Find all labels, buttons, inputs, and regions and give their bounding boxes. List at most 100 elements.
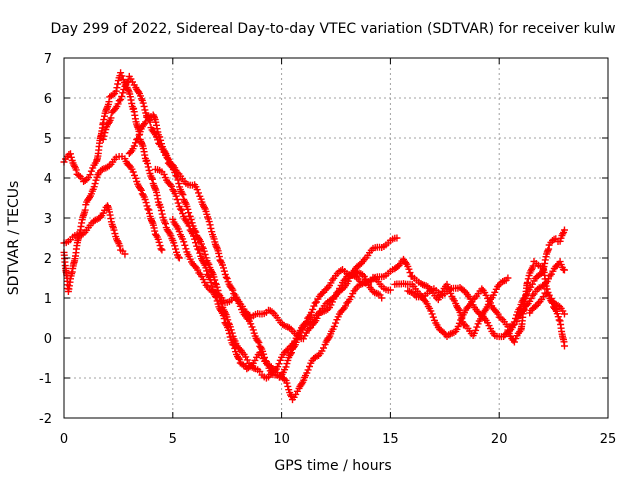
data-point	[560, 226, 568, 234]
x-axis-label: GPS time / hours	[274, 458, 391, 474]
x-tick-label: 0	[60, 432, 68, 447]
data-point	[288, 349, 295, 357]
data-point	[190, 232, 197, 240]
data-point	[117, 96, 125, 103]
data-point	[213, 283, 221, 291]
data-point	[142, 118, 150, 126]
data-point	[148, 175, 156, 183]
plot-frame	[63, 57, 609, 419]
series-track-2	[60, 202, 129, 258]
data-point	[160, 170, 168, 178]
y-tick-label: 6	[44, 92, 52, 107]
data-point	[555, 316, 563, 324]
data-point	[139, 99, 147, 107]
data-point	[158, 246, 166, 254]
data-point	[320, 344, 327, 352]
data-point	[132, 139, 139, 147]
data-point	[109, 222, 117, 230]
data-point	[556, 237, 564, 245]
data-point	[182, 245, 190, 253]
data-point	[132, 174, 140, 182]
data-point	[72, 166, 80, 174]
data-point	[195, 269, 203, 277]
y-tick-label: -1	[39, 372, 52, 387]
data-point	[311, 299, 319, 307]
data-point	[303, 369, 311, 377]
data-point	[157, 136, 165, 144]
data-point	[305, 325, 313, 333]
data-point	[191, 263, 199, 270]
data-point	[340, 276, 348, 284]
data-point	[174, 176, 182, 184]
data-point	[559, 230, 567, 238]
data-point	[524, 275, 532, 283]
data-point	[114, 238, 122, 246]
data-point	[220, 264, 227, 272]
data-point	[157, 245, 165, 253]
data-point	[172, 192, 180, 200]
y-tick-label: 7	[44, 52, 52, 67]
data-point	[155, 238, 163, 246]
data-point	[455, 319, 463, 327]
data-point	[402, 259, 410, 267]
data-point	[231, 344, 239, 352]
data-point	[192, 239, 200, 247]
data-point	[174, 199, 182, 207]
data-point	[196, 249, 204, 257]
data-point	[195, 189, 202, 197]
series-track-3	[60, 153, 166, 295]
data-point	[510, 318, 518, 326]
data-point	[257, 344, 265, 351]
data-point	[193, 186, 201, 194]
data-point	[234, 354, 242, 362]
data-point	[310, 302, 318, 310]
y-axis-label: SDTVAR / TECUs	[6, 181, 22, 296]
data-point	[173, 196, 181, 203]
data-point	[121, 250, 129, 258]
data-point	[99, 135, 107, 143]
data-point	[528, 265, 536, 273]
data-point	[254, 337, 262, 345]
data-point	[117, 69, 125, 77]
data-point	[171, 168, 179, 176]
data-point	[406, 269, 414, 277]
data-point	[183, 218, 191, 226]
data-point	[473, 323, 481, 331]
data-point	[405, 265, 413, 273]
data-point	[167, 162, 175, 170]
data-point	[172, 245, 180, 253]
data-point	[67, 153, 75, 161]
data-point	[144, 159, 151, 167]
data-point	[181, 197, 188, 205]
data-point	[539, 293, 547, 301]
data-point	[220, 267, 228, 275]
data-point	[309, 305, 317, 313]
series-track-6	[151, 165, 394, 404]
series-track-11	[526, 289, 568, 318]
data-point	[510, 338, 518, 346]
data-point	[225, 330, 233, 337]
data-point	[256, 367, 264, 375]
data-point	[304, 366, 312, 374]
data-point	[195, 246, 203, 254]
data-point	[157, 207, 165, 214]
data-point	[180, 238, 188, 246]
data-point	[307, 309, 315, 316]
data-point	[169, 186, 177, 194]
data-point	[393, 234, 401, 242]
data-point	[156, 242, 164, 250]
data-point	[494, 310, 502, 318]
data-point	[87, 167, 95, 175]
x-tick-label: 10	[273, 432, 290, 447]
y-tick-label: 5	[44, 132, 52, 147]
data-point	[139, 145, 147, 153]
data-point	[235, 355, 243, 363]
x-tick-label: 25	[600, 432, 617, 447]
data-point	[156, 133, 164, 141]
data-point	[560, 342, 568, 350]
data-point	[148, 174, 156, 182]
data-point	[135, 131, 143, 139]
data-point	[109, 91, 117, 99]
data-point	[145, 166, 153, 174]
